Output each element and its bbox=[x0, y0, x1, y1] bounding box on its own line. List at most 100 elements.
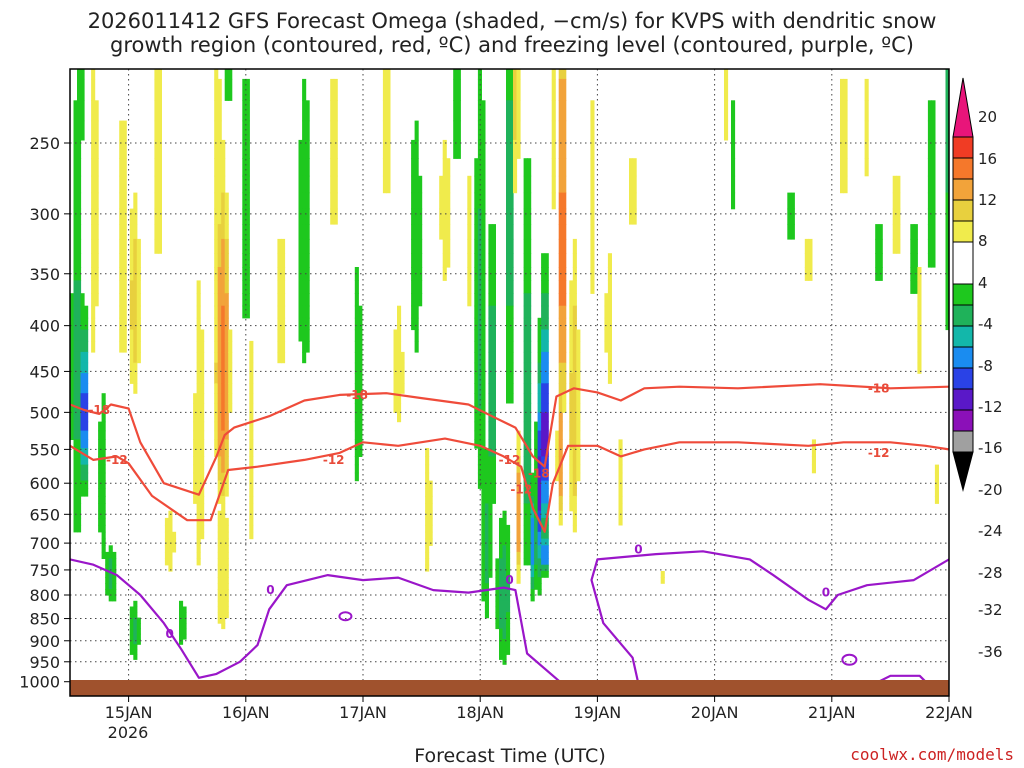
omega-cell bbox=[302, 224, 307, 240]
omega-cell bbox=[502, 564, 507, 572]
omega-cell bbox=[604, 340, 609, 353]
omega-cell bbox=[168, 538, 173, 546]
omega-cell bbox=[221, 253, 226, 268]
omega-cell bbox=[112, 577, 117, 584]
omega-cell bbox=[228, 402, 233, 413]
omega-cell bbox=[119, 192, 124, 210]
omega-cell bbox=[537, 571, 542, 578]
omega-cell bbox=[224, 538, 229, 546]
omega-cell bbox=[70, 430, 75, 440]
omega-cell bbox=[393, 402, 398, 413]
omega-cell bbox=[804, 253, 809, 268]
omega-cell bbox=[393, 373, 398, 384]
omega-cell bbox=[516, 531, 521, 540]
omega-cell bbox=[200, 373, 205, 384]
omega-cell bbox=[200, 488, 205, 497]
omega-cell bbox=[122, 267, 127, 281]
omega-cell bbox=[456, 78, 461, 101]
omega-cell bbox=[418, 175, 423, 194]
omega-cell bbox=[91, 340, 96, 353]
omega-cell bbox=[242, 78, 247, 101]
omega-cell bbox=[481, 589, 486, 596]
omega-cell bbox=[298, 253, 303, 268]
omega-cell bbox=[499, 628, 504, 635]
omega-cell bbox=[302, 120, 307, 141]
omega-cell bbox=[477, 280, 482, 294]
omega-cell bbox=[495, 606, 500, 613]
colorbar-swatch bbox=[952, 325, 974, 348]
omega-cell bbox=[200, 412, 205, 423]
omega-cell bbox=[491, 317, 496, 331]
omega-cell bbox=[354, 421, 359, 432]
omega-cell bbox=[481, 329, 486, 342]
omega-cell bbox=[558, 100, 563, 122]
omega-cell bbox=[200, 495, 205, 504]
omega-cell bbox=[544, 488, 549, 497]
omega-cell bbox=[530, 595, 535, 602]
omega-cell bbox=[569, 412, 574, 423]
omega-cell bbox=[481, 503, 486, 512]
omega-cell bbox=[333, 120, 338, 141]
omega-cell bbox=[572, 253, 577, 268]
omega-cell bbox=[414, 253, 419, 268]
omega-cell bbox=[477, 224, 482, 240]
omega-cell bbox=[393, 362, 398, 374]
omega-cell bbox=[467, 280, 472, 294]
omega-cell bbox=[488, 488, 493, 497]
omega-cell bbox=[474, 208, 479, 225]
omega-cell bbox=[488, 480, 493, 489]
omega-cell bbox=[484, 488, 489, 497]
omega-cell bbox=[474, 412, 479, 423]
omega-cell bbox=[354, 267, 359, 281]
omega-cell bbox=[129, 340, 134, 353]
omega-cell bbox=[122, 317, 127, 331]
omega-cell bbox=[358, 329, 363, 342]
omega-cell bbox=[576, 472, 581, 482]
omega-cell bbox=[537, 421, 542, 432]
omega-cell bbox=[70, 329, 75, 342]
omega-cell bbox=[122, 293, 127, 307]
omega-cell bbox=[157, 69, 162, 80]
omega-cell bbox=[558, 439, 563, 449]
omega-cell bbox=[157, 78, 162, 101]
omega-cell bbox=[217, 224, 222, 240]
x-tick-label: 22JAN bbox=[925, 703, 973, 722]
omega-cell bbox=[129, 362, 134, 374]
omega-cell bbox=[502, 517, 507, 526]
omega-cell bbox=[354, 472, 359, 482]
omega-cell bbox=[133, 606, 138, 613]
omega-cell bbox=[527, 192, 532, 210]
purple-contour-label: 0 bbox=[266, 583, 274, 597]
omega-cell bbox=[249, 402, 254, 413]
omega-cell bbox=[541, 545, 546, 553]
omega-cell bbox=[477, 340, 482, 353]
omega-cell bbox=[534, 503, 539, 512]
omega-cell bbox=[228, 362, 233, 374]
omega-cell bbox=[506, 577, 511, 584]
omega-cell bbox=[221, 280, 226, 294]
omega-cell bbox=[527, 439, 532, 449]
omega-cell bbox=[787, 224, 792, 240]
omega-cell bbox=[558, 305, 563, 319]
omega-cell bbox=[221, 551, 226, 559]
omega-cell bbox=[298, 329, 303, 342]
omega-cell bbox=[456, 69, 461, 80]
omega-cell bbox=[133, 317, 138, 331]
omega-cell bbox=[453, 120, 458, 141]
omega-cell bbox=[551, 192, 556, 210]
omega-cell bbox=[499, 606, 504, 613]
omega-cell bbox=[305, 329, 310, 342]
omega-cell bbox=[101, 495, 106, 504]
y-tick-label: 650 bbox=[29, 505, 60, 524]
omega-cell bbox=[541, 510, 546, 519]
omega-cell bbox=[224, 317, 229, 331]
omega-cell bbox=[129, 305, 134, 319]
omega-cell bbox=[94, 139, 99, 159]
omega-cell bbox=[101, 393, 106, 404]
omega-cell bbox=[541, 488, 546, 497]
omega-cell bbox=[569, 280, 574, 294]
omega-cell bbox=[281, 293, 286, 307]
omega-cell bbox=[562, 238, 567, 254]
omega-cell bbox=[101, 421, 106, 432]
omega-cell bbox=[305, 120, 310, 141]
